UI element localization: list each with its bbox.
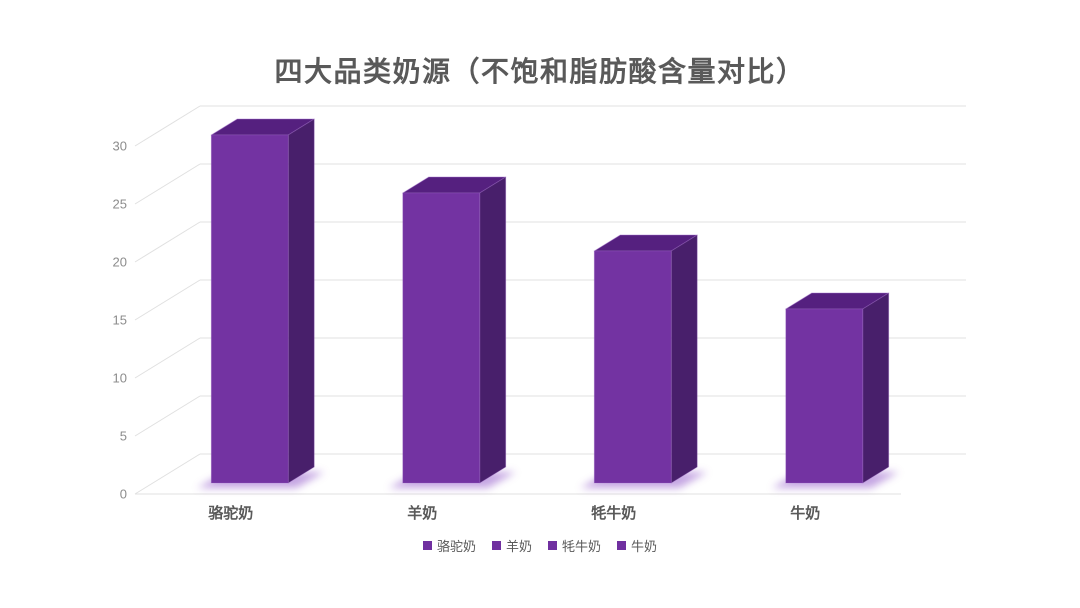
chart-title: 四大品类奶源（不饱和脂肪酸含量对比）: [274, 56, 806, 87]
gridline-diagonal: [134, 163, 201, 205]
legend-marker-square: [548, 541, 557, 550]
y-tick-label: 0: [120, 487, 127, 502]
y-axis-tick-labels: 0 5 10 15 20 25 30: [113, 139, 127, 502]
x-category-label-goat-milk: 羊奶: [407, 504, 437, 522]
legend-marker-square: [617, 541, 627, 550]
legend-item-yak-milk: 牦牛奶: [548, 536, 601, 555]
legend-item-cow-milk: 牛奶: [617, 536, 657, 555]
x-category-label-camel-milk: 骆驼奶: [208, 504, 253, 522]
legend-label: 牛奶: [631, 539, 658, 554]
chart-legend: 骆驼奶 羊奶 牦牛奶 牛奶: [0, 536, 1080, 555]
y-tick-label: 15: [113, 313, 127, 328]
gridlines: [134, 105, 966, 495]
gridline-diagonal: [134, 453, 201, 495]
gridline-diagonal: [134, 337, 201, 379]
bar-camel-milk: [197, 118, 325, 488]
gridline-diagonal: [134, 395, 201, 437]
legend-marker-square: [422, 541, 432, 550]
bar-side-face: [479, 176, 507, 484]
legend-item-goat-milk: 羊奶: [491, 536, 532, 555]
x-category-label-cow-milk: 牛奶: [790, 504, 820, 522]
bar-side-face: [670, 234, 698, 484]
gridline-diagonal: [134, 105, 201, 147]
bar-goat-milk: [388, 176, 516, 488]
y-tick-label: 20: [113, 255, 127, 270]
bar-front-face: [210, 134, 289, 484]
bar-side-face: [862, 292, 890, 484]
x-category-label-yak-milk: 牦牛奶: [591, 504, 636, 522]
legend-item-camel-milk: 骆驼奶: [422, 536, 476, 555]
y-tick-label: 25: [113, 197, 127, 212]
bar-cow-milk: [771, 292, 899, 488]
gridline-diagonal: [134, 221, 201, 263]
y-tick-label: 30: [113, 139, 127, 154]
gridline-diagonal: [134, 279, 201, 321]
legend-label: 牦牛奶: [562, 539, 602, 554]
bar-yak-milk: [580, 234, 708, 488]
y-tick-label: 5: [120, 429, 127, 444]
legend-marker-square: [491, 541, 501, 550]
y-tick-label: 10: [113, 371, 127, 386]
bar-side-face: [287, 118, 315, 484]
legend-label: 羊奶: [505, 539, 532, 554]
bar-front-face: [593, 250, 672, 484]
legend-label: 骆驼奶: [436, 539, 476, 554]
bar-front-face: [785, 308, 864, 484]
bar-front-face: [402, 192, 481, 484]
